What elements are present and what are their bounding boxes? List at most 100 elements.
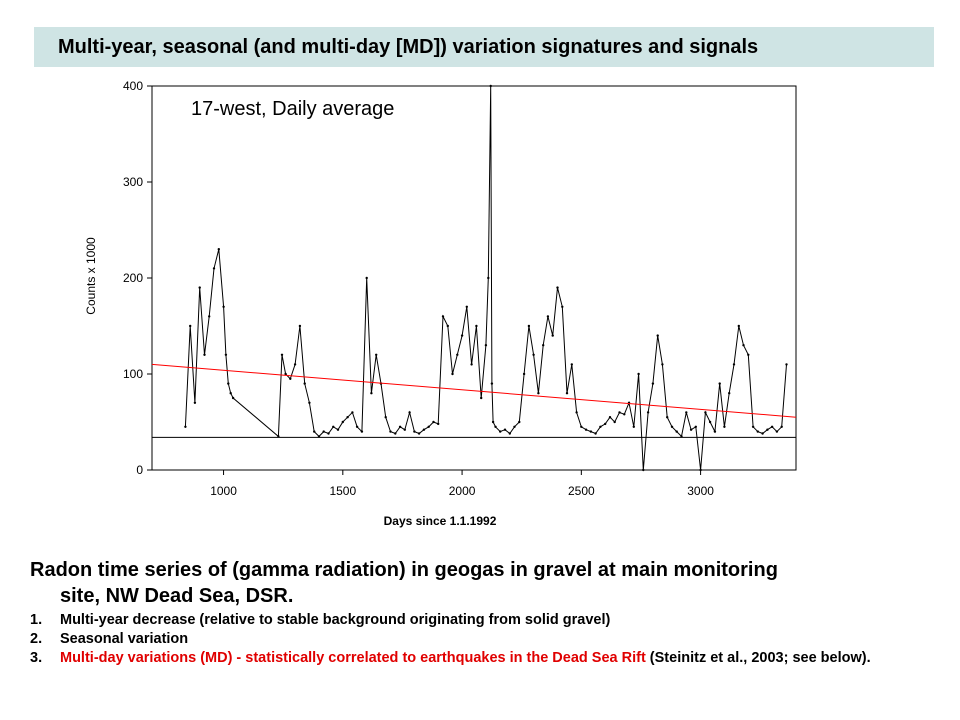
data-point [403,428,406,431]
data-point [198,286,201,289]
data-point [480,396,483,400]
plot-frame [151,85,797,471]
data-point [766,428,769,431]
data-point [785,363,788,366]
data-point [556,286,559,289]
data-point [490,382,494,385]
data-point [651,382,655,385]
data-point [432,420,435,424]
data-point [527,324,531,328]
data-point [489,84,492,88]
data-point [280,353,284,356]
data-point [499,430,502,433]
radon-daily-average-line [184,85,787,471]
data-point [437,422,440,426]
data-point [298,324,302,328]
data-point [346,416,349,419]
data-point [594,432,597,435]
data-point [503,428,507,431]
data-point [413,430,416,433]
data-point [737,324,740,328]
data-point [332,425,335,428]
data-point [575,411,578,414]
data-point [208,315,211,318]
data-point [637,372,640,376]
data-point [699,468,702,472]
data-point [284,372,287,376]
data-point [656,334,659,337]
data-point [618,411,621,414]
data-point [708,420,712,424]
data-point [475,324,478,328]
radon-time-series-chart: 0 100 200 300 400 1000 1500 2000 2500 3000 Counts … [84,79,797,498]
y-tick-label: 400 [123,79,143,93]
data-point [728,392,731,395]
data-point [599,425,602,428]
data-point [365,276,368,280]
data-point [456,353,459,356]
data-point [565,392,569,395]
data-point [694,425,697,428]
caption: Radon time series of (gamma radiation) i… [30,557,940,609]
data-point [417,432,421,435]
y-tick-label: 300 [123,175,143,189]
data-point [389,430,392,433]
data-point [770,425,774,428]
note-text: Seasonal variation [60,631,189,647]
data-point [661,363,664,366]
data-point [642,468,645,472]
data-point [313,430,316,433]
data-point [193,401,197,404]
data-point [370,392,373,395]
data-point [303,382,306,385]
data-point [666,416,669,419]
data-point [742,344,745,347]
data-point [451,372,454,376]
y-tick-label: 200 [123,271,143,285]
chart-annotation: 17-west, Daily average [191,98,394,120]
data-point [398,425,402,428]
data-point [537,392,540,395]
data-point [341,420,344,424]
data-point [460,334,464,337]
y-tick-label: 0 [136,463,143,477]
data-point [189,324,192,328]
data-point [604,422,607,426]
data-point [608,416,612,419]
note-text-citation: (Steinitz et al., 2003; see below). [645,650,871,666]
data-point [713,430,717,433]
x-tick-label: 1500 [329,484,356,498]
data-point [623,413,626,416]
data-point [222,305,225,308]
x-tick-label: 1000 [210,484,237,498]
trend-line [151,363,797,418]
note-number: 2. [30,631,43,647]
data-point [375,353,378,356]
data-point [203,353,206,356]
data-point [646,411,650,414]
data-point [675,430,678,433]
data-point [518,420,521,424]
data-point [508,432,511,435]
data-point [308,401,311,404]
data-point [551,334,554,337]
data-point [685,411,688,414]
data-point [355,425,359,428]
data-point [184,425,187,428]
data-point [293,363,297,366]
note-item-2: 2. Seasonal variation [30,630,940,649]
data-point [289,377,292,380]
data-point [756,430,759,433]
data-point [689,428,693,431]
x-tick-label: 2500 [568,484,595,498]
data-point [494,425,497,428]
data-point [336,428,340,431]
data-point [446,324,449,328]
data-point [751,425,755,428]
data-point [522,372,526,376]
note-number: 1. [30,612,43,628]
data-point [761,432,764,435]
data-point [580,425,583,428]
data-point [224,353,228,356]
data-point [229,392,232,395]
